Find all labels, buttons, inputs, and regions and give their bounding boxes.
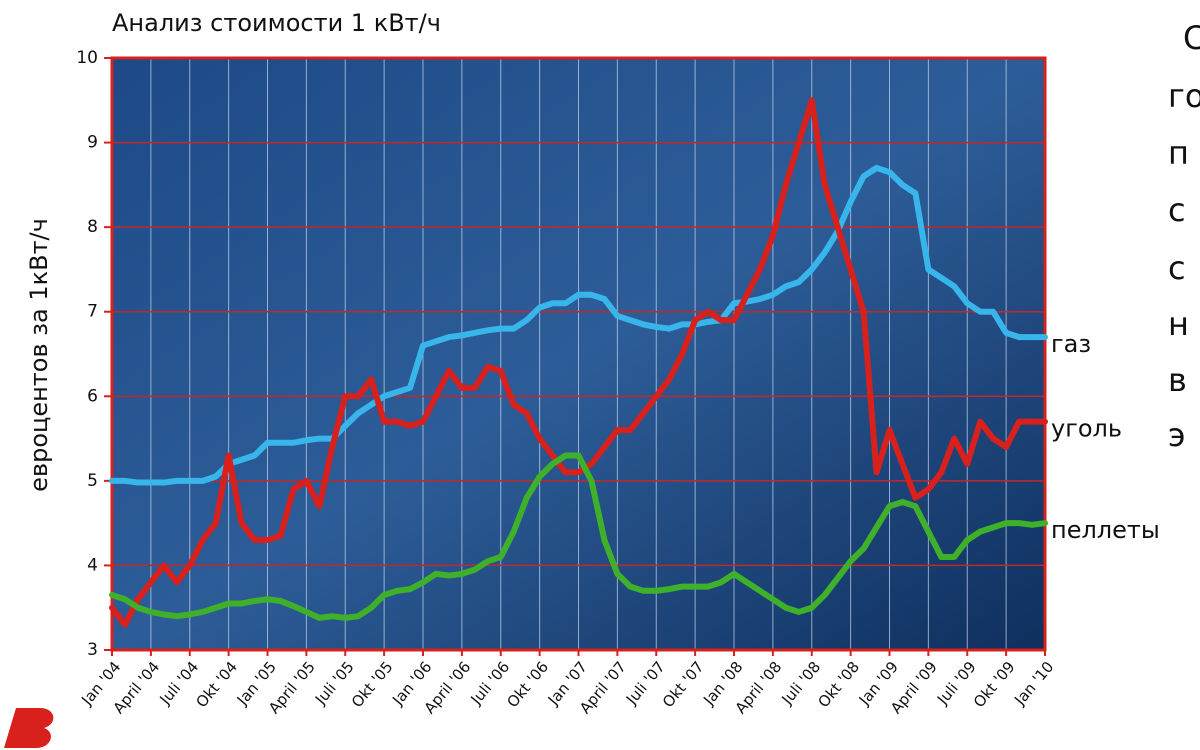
y-tick-label: 9 — [87, 133, 98, 153]
side-text: н — [1168, 305, 1189, 343]
x-tick-label: Okt '08 — [814, 658, 863, 711]
side-text: с — [1168, 191, 1186, 229]
series-label: пеллеты — [1051, 516, 1160, 544]
x-tick-label: Okt '05 — [348, 658, 397, 711]
chart-title: Анализ стоимости 1 кВт/ч — [112, 9, 441, 37]
y-tick-label: 5 — [87, 471, 98, 491]
y-tick-label: 8 — [87, 217, 98, 237]
logo — [4, 708, 54, 748]
y-tick-label: 3 — [87, 640, 98, 660]
side-text: С — [1183, 19, 1200, 57]
side-text: го — [1168, 77, 1200, 115]
line-series — [109, 452, 1048, 621]
x-tick-label: Okt '04 — [192, 658, 241, 711]
plot-frame — [110, 56, 1047, 652]
x-tick-label: Okt '07 — [659, 658, 708, 711]
x-tick-label: Okt '09 — [970, 658, 1019, 711]
side-text: э — [1168, 416, 1186, 454]
y-tick-label: 7 — [87, 302, 98, 322]
side-text: в — [1168, 361, 1187, 399]
x-tick-label: Okt '06 — [503, 658, 552, 711]
x-tick-label: Jan '10 — [1010, 658, 1057, 709]
y-tick-label: 6 — [87, 386, 98, 406]
y-tick-label: 4 — [87, 555, 98, 575]
series-label: уголь — [1051, 415, 1122, 443]
side-text: с — [1168, 249, 1186, 287]
series-label: газ — [1051, 330, 1091, 358]
line-series — [109, 164, 1048, 486]
y-tick-label: 10 — [76, 48, 98, 68]
side-text: п — [1168, 134, 1189, 172]
line-series — [109, 97, 1048, 628]
y-axis-label: евроцентов за 1кВт/ч — [25, 218, 53, 492]
